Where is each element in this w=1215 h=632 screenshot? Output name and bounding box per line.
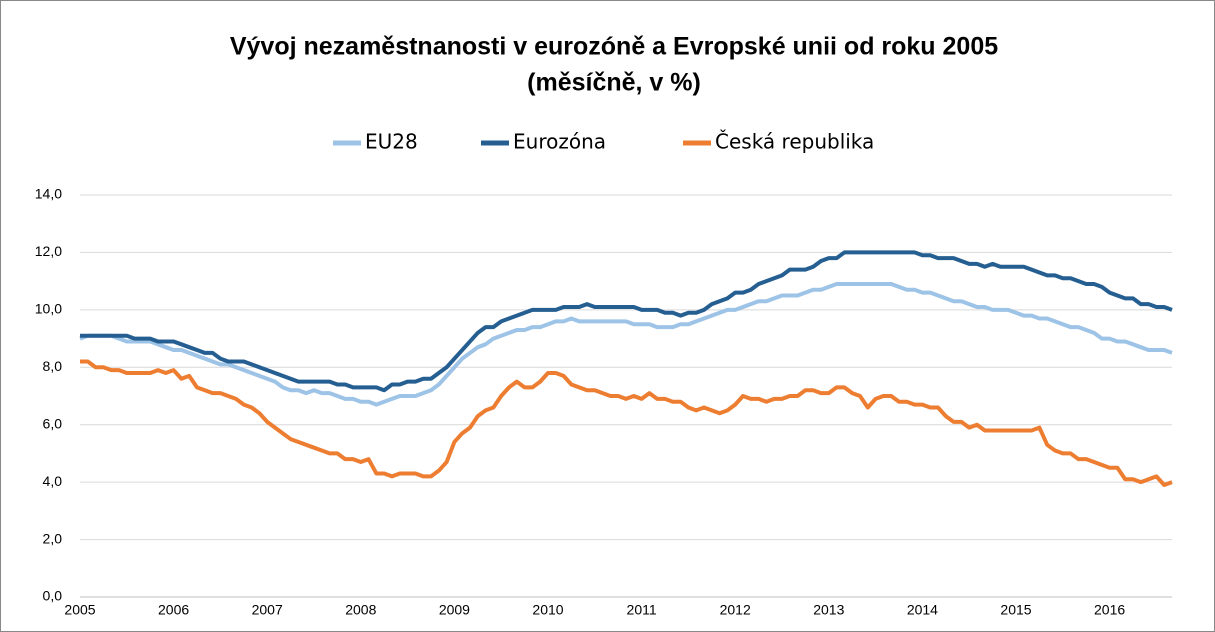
x-tick-label: 2015 [1000,602,1031,618]
chart-title: Vývoj nezaměstnanosti v eurozóně a Evrop… [230,33,998,61]
x-tick-label: 2006 [158,602,189,618]
x-tick-label: 2010 [532,602,563,618]
x-tick-label: 2013 [813,602,844,618]
legend-label: Česká republika [715,130,874,154]
legend-label: EU28 [365,130,418,154]
y-tick-label: 2,0 [43,530,63,546]
x-tick-label: 2011 [627,602,657,618]
line-series [80,359,1173,488]
x-tick-label: 2007 [252,602,283,618]
x-tick-label: 2014 [907,602,938,618]
y-tick-label: 12,0 [35,243,62,259]
x-tick-label: 2012 [720,602,751,618]
y-tick-label: 0,0 [43,588,63,604]
line-series [79,282,1173,407]
y-tick-label: 4,0 [43,473,63,489]
x-tick-label: 2009 [439,602,470,618]
x-tick-label: 2016 [1094,602,1125,618]
chart-subtitle: (měsíčně, v %) [527,69,701,97]
y-tick-label: 14,0 [35,186,62,202]
line-series [80,250,1173,393]
y-tick-label: 6,0 [43,415,63,431]
x-tick-label: 2005 [64,602,95,618]
y-tick-label: 8,0 [43,358,63,374]
legend-label: Eurozóna [513,130,606,154]
y-tick-label: 10,0 [35,301,62,317]
x-tick-label: 2008 [345,602,376,618]
